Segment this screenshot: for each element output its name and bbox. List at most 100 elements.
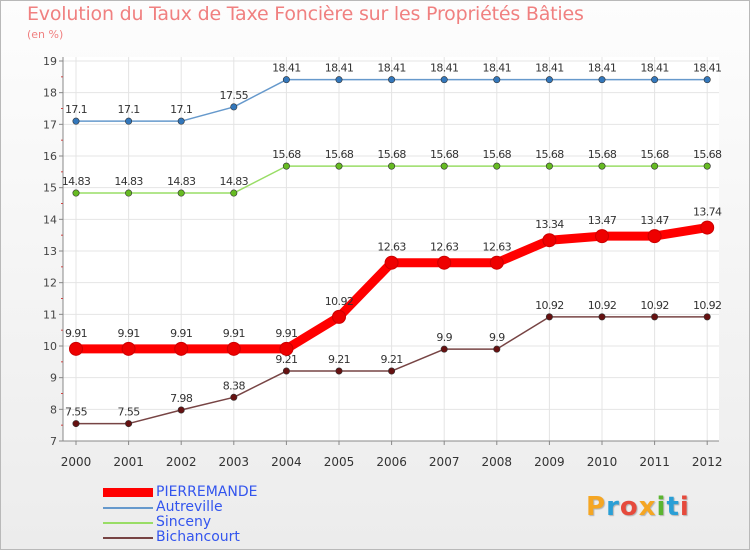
data-label-autreville: 18.41 xyxy=(325,62,354,75)
x-tick-label: 2003 xyxy=(219,455,250,469)
data-point-autreville xyxy=(282,76,290,84)
data-point-bichancourt xyxy=(125,420,133,428)
x-tick-label: 2000 xyxy=(61,455,92,469)
data-point-pierremande xyxy=(332,309,346,324)
data-label-bichancourt: 10.92 xyxy=(588,299,617,312)
data-point-autreville xyxy=(703,76,711,84)
data-point-pierremande xyxy=(121,341,136,356)
x-tick-label: 2001 xyxy=(113,455,144,469)
y-tick-label: 9 xyxy=(50,372,57,385)
data-label-sinceny: 15.68 xyxy=(640,148,669,161)
x-tick-label: 2002 xyxy=(166,455,197,469)
y-tick-label: 8 xyxy=(50,403,57,416)
data-label-autreville: 17.1 xyxy=(65,103,87,116)
data-point-bichancourt xyxy=(282,367,290,375)
data-point-bichancourt xyxy=(493,345,501,353)
data-label-pierremande: 13.47 xyxy=(640,214,669,227)
y-tick-label: 7 xyxy=(50,435,57,448)
data-label-autreville: 18.41 xyxy=(430,62,459,75)
data-point-bichancourt xyxy=(651,313,659,321)
data-label-pierremande: 9.91 xyxy=(223,327,245,340)
data-point-autreville xyxy=(335,76,343,84)
data-label-pierremande: 13.47 xyxy=(588,214,617,227)
chart-title: Evolution du Taux de Taxe Foncière sur l… xyxy=(27,3,584,25)
data-point-sinceny xyxy=(282,162,290,170)
y-tick-label: 10 xyxy=(43,340,57,353)
data-point-autreville xyxy=(493,76,501,84)
data-point-autreville xyxy=(545,76,553,84)
legend-label: Sinceny xyxy=(156,514,212,530)
legend-swatch xyxy=(103,488,153,497)
data-point-pierremande xyxy=(437,255,452,270)
data-point-autreville xyxy=(177,117,185,125)
data-point-autreville xyxy=(598,76,606,84)
data-label-sinceny: 14.83 xyxy=(220,175,249,188)
data-point-sinceny xyxy=(177,189,185,197)
proxiti-logo: Proxiti xyxy=(586,492,690,522)
legend-swatch xyxy=(103,506,153,509)
y-tick-label: 18 xyxy=(43,87,57,100)
logo-letter: P xyxy=(586,492,607,522)
logo-letter: r xyxy=(606,492,620,522)
data-point-bichancourt xyxy=(177,406,185,414)
data-label-sinceny: 15.68 xyxy=(430,148,459,161)
data-label-pierremande: 10.92 xyxy=(325,295,354,308)
y-axis-unit-label: (en %) xyxy=(27,28,64,41)
data-point-pierremande xyxy=(647,229,662,244)
data-label-bichancourt: 7.55 xyxy=(118,406,141,419)
data-label-pierremande: 13.74 xyxy=(693,206,722,219)
data-label-bichancourt: 10.92 xyxy=(535,299,564,312)
data-point-pierremande xyxy=(384,255,399,270)
data-point-autreville xyxy=(388,76,396,84)
logo-letter: t xyxy=(666,492,680,522)
data-point-bichancourt xyxy=(703,313,711,321)
logo-letter: i xyxy=(656,492,667,522)
data-point-pierremande xyxy=(279,341,294,356)
legend-swatch xyxy=(103,521,153,524)
data-label-sinceny: 15.68 xyxy=(535,148,564,161)
data-point-autreville xyxy=(230,103,238,111)
data-label-pierremande: 13.34 xyxy=(535,218,564,231)
data-point-bichancourt xyxy=(545,313,553,321)
data-label-sinceny: 14.83 xyxy=(114,175,143,188)
data-label-autreville: 17.1 xyxy=(118,103,140,116)
data-point-autreville xyxy=(125,117,133,125)
data-point-pierremande xyxy=(700,220,715,235)
data-point-pierremande xyxy=(69,341,83,356)
data-label-bichancourt: 7.98 xyxy=(170,392,193,405)
y-tick-label: 11 xyxy=(43,308,57,321)
data-point-pierremande xyxy=(542,233,557,248)
data-label-sinceny: 15.68 xyxy=(377,148,406,161)
legend-swatch xyxy=(103,536,153,539)
data-label-bichancourt: 9.9 xyxy=(436,331,452,344)
data-label-pierremande: 12.63 xyxy=(430,241,459,254)
data-label-autreville: 18.41 xyxy=(535,62,564,75)
data-label-sinceny: 14.83 xyxy=(62,175,91,188)
data-label-pierremande: 9.91 xyxy=(275,327,297,340)
x-tick-label: 2012 xyxy=(692,455,723,469)
data-point-sinceny xyxy=(493,162,501,170)
data-label-bichancourt: 7.55 xyxy=(65,406,88,419)
data-point-pierremande xyxy=(489,255,504,270)
data-point-sinceny xyxy=(335,162,343,170)
data-label-autreville: 18.41 xyxy=(483,62,512,75)
x-tick-label: 2009 xyxy=(534,455,565,469)
data-point-bichancourt xyxy=(230,393,238,401)
data-label-autreville: 18.41 xyxy=(377,62,406,75)
legend-label: PIERREMANDE xyxy=(156,484,258,500)
legend-label: Bichancourt xyxy=(156,529,240,545)
data-point-bichancourt xyxy=(440,345,448,353)
legend-item-autreville: Autreville xyxy=(103,500,257,515)
data-label-pierremande: 12.63 xyxy=(377,241,406,254)
data-point-autreville xyxy=(651,76,659,84)
data-label-autreville: 17.1 xyxy=(170,103,192,116)
data-label-bichancourt: 8.38 xyxy=(223,379,246,392)
legend-item-bichancourt: Bichancourt xyxy=(103,530,257,545)
logo-letter: x xyxy=(638,492,657,522)
data-point-sinceny xyxy=(125,189,133,197)
y-tick-label: 12 xyxy=(43,277,57,290)
data-label-sinceny: 15.68 xyxy=(272,148,301,161)
data-label-pierremande: 9.91 xyxy=(65,327,87,340)
x-tick-label: 2010 xyxy=(587,455,618,469)
